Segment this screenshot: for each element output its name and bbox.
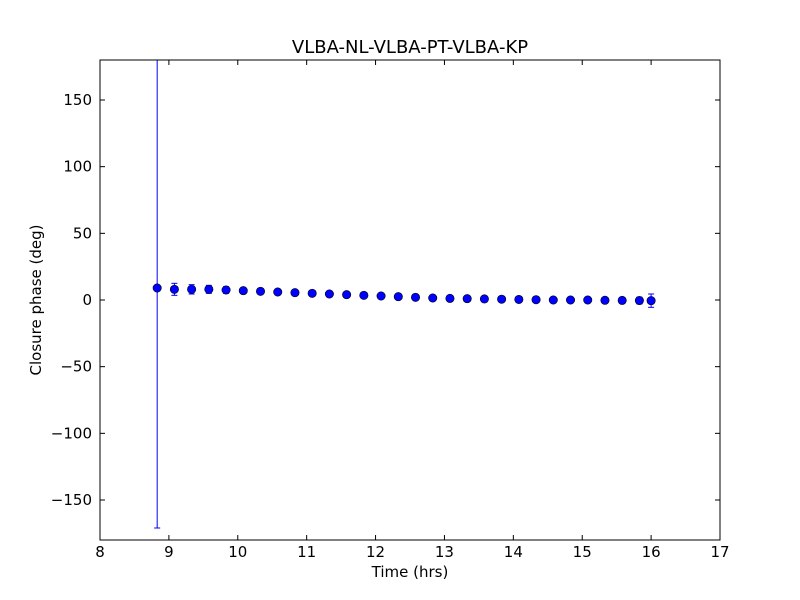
- data-point: [566, 295, 576, 305]
- data-point: [646, 296, 656, 306]
- data-point: [256, 286, 266, 296]
- data-point: [342, 290, 352, 300]
- data-point: [169, 284, 179, 294]
- x-tick-label: 15: [573, 543, 592, 561]
- y-tick-label: 50: [73, 224, 92, 242]
- data-point: [238, 286, 248, 296]
- data-point: [393, 292, 403, 302]
- data-point: [462, 294, 472, 304]
- data-point: [617, 295, 627, 305]
- x-axis-label: Time (hrs): [371, 563, 449, 581]
- x-tick-label: 12: [366, 543, 385, 561]
- data-point: [479, 294, 489, 304]
- data-point: [583, 295, 593, 305]
- data-point: [221, 285, 231, 295]
- data-point: [497, 294, 507, 304]
- x-tick-label: 16: [642, 543, 661, 561]
- data-point: [307, 288, 317, 298]
- x-tick-label: 9: [164, 543, 174, 561]
- data-point: [152, 283, 162, 293]
- x-tick-label: 13: [435, 543, 454, 561]
- x-tick-label: 10: [228, 543, 247, 561]
- data-point: [445, 293, 455, 303]
- x-tick-label: 14: [504, 543, 523, 561]
- data-point: [204, 284, 214, 294]
- data-point: [548, 295, 558, 305]
- chart-title: VLBA-NL-VLBA-PT-VLBA-KP: [292, 37, 528, 58]
- x-tick-label: 11: [297, 543, 316, 561]
- data-point: [273, 287, 283, 297]
- data-point: [428, 293, 438, 303]
- y-tick-label: 150: [63, 91, 92, 109]
- y-tick-label: −100: [51, 424, 92, 442]
- data-point: [634, 296, 644, 306]
- x-axis-ticks: 8 9 10 11 12 13 14 15 16 17: [95, 60, 730, 561]
- y-tick-label: −50: [60, 358, 92, 376]
- data-point: [514, 294, 524, 304]
- data-point: [411, 292, 421, 302]
- x-tick-label: 8: [95, 543, 105, 561]
- data-point: [600, 295, 610, 305]
- y-tick-label: 100: [63, 158, 92, 176]
- data-point: [187, 284, 197, 294]
- y-axis-label: Closure phase (deg): [27, 225, 45, 376]
- y-tick-label: −150: [51, 491, 92, 509]
- data-point: [376, 291, 386, 301]
- data-point: [324, 289, 334, 299]
- y-axis-ticks: −150 −100 −50 0 50 100 150: [51, 91, 720, 509]
- x-tick-label: 17: [710, 543, 729, 561]
- data-point: [290, 288, 300, 298]
- data-point: [359, 290, 369, 300]
- data-point: [531, 295, 541, 305]
- y-tick-label: 0: [82, 291, 92, 309]
- data-points: [152, 283, 656, 306]
